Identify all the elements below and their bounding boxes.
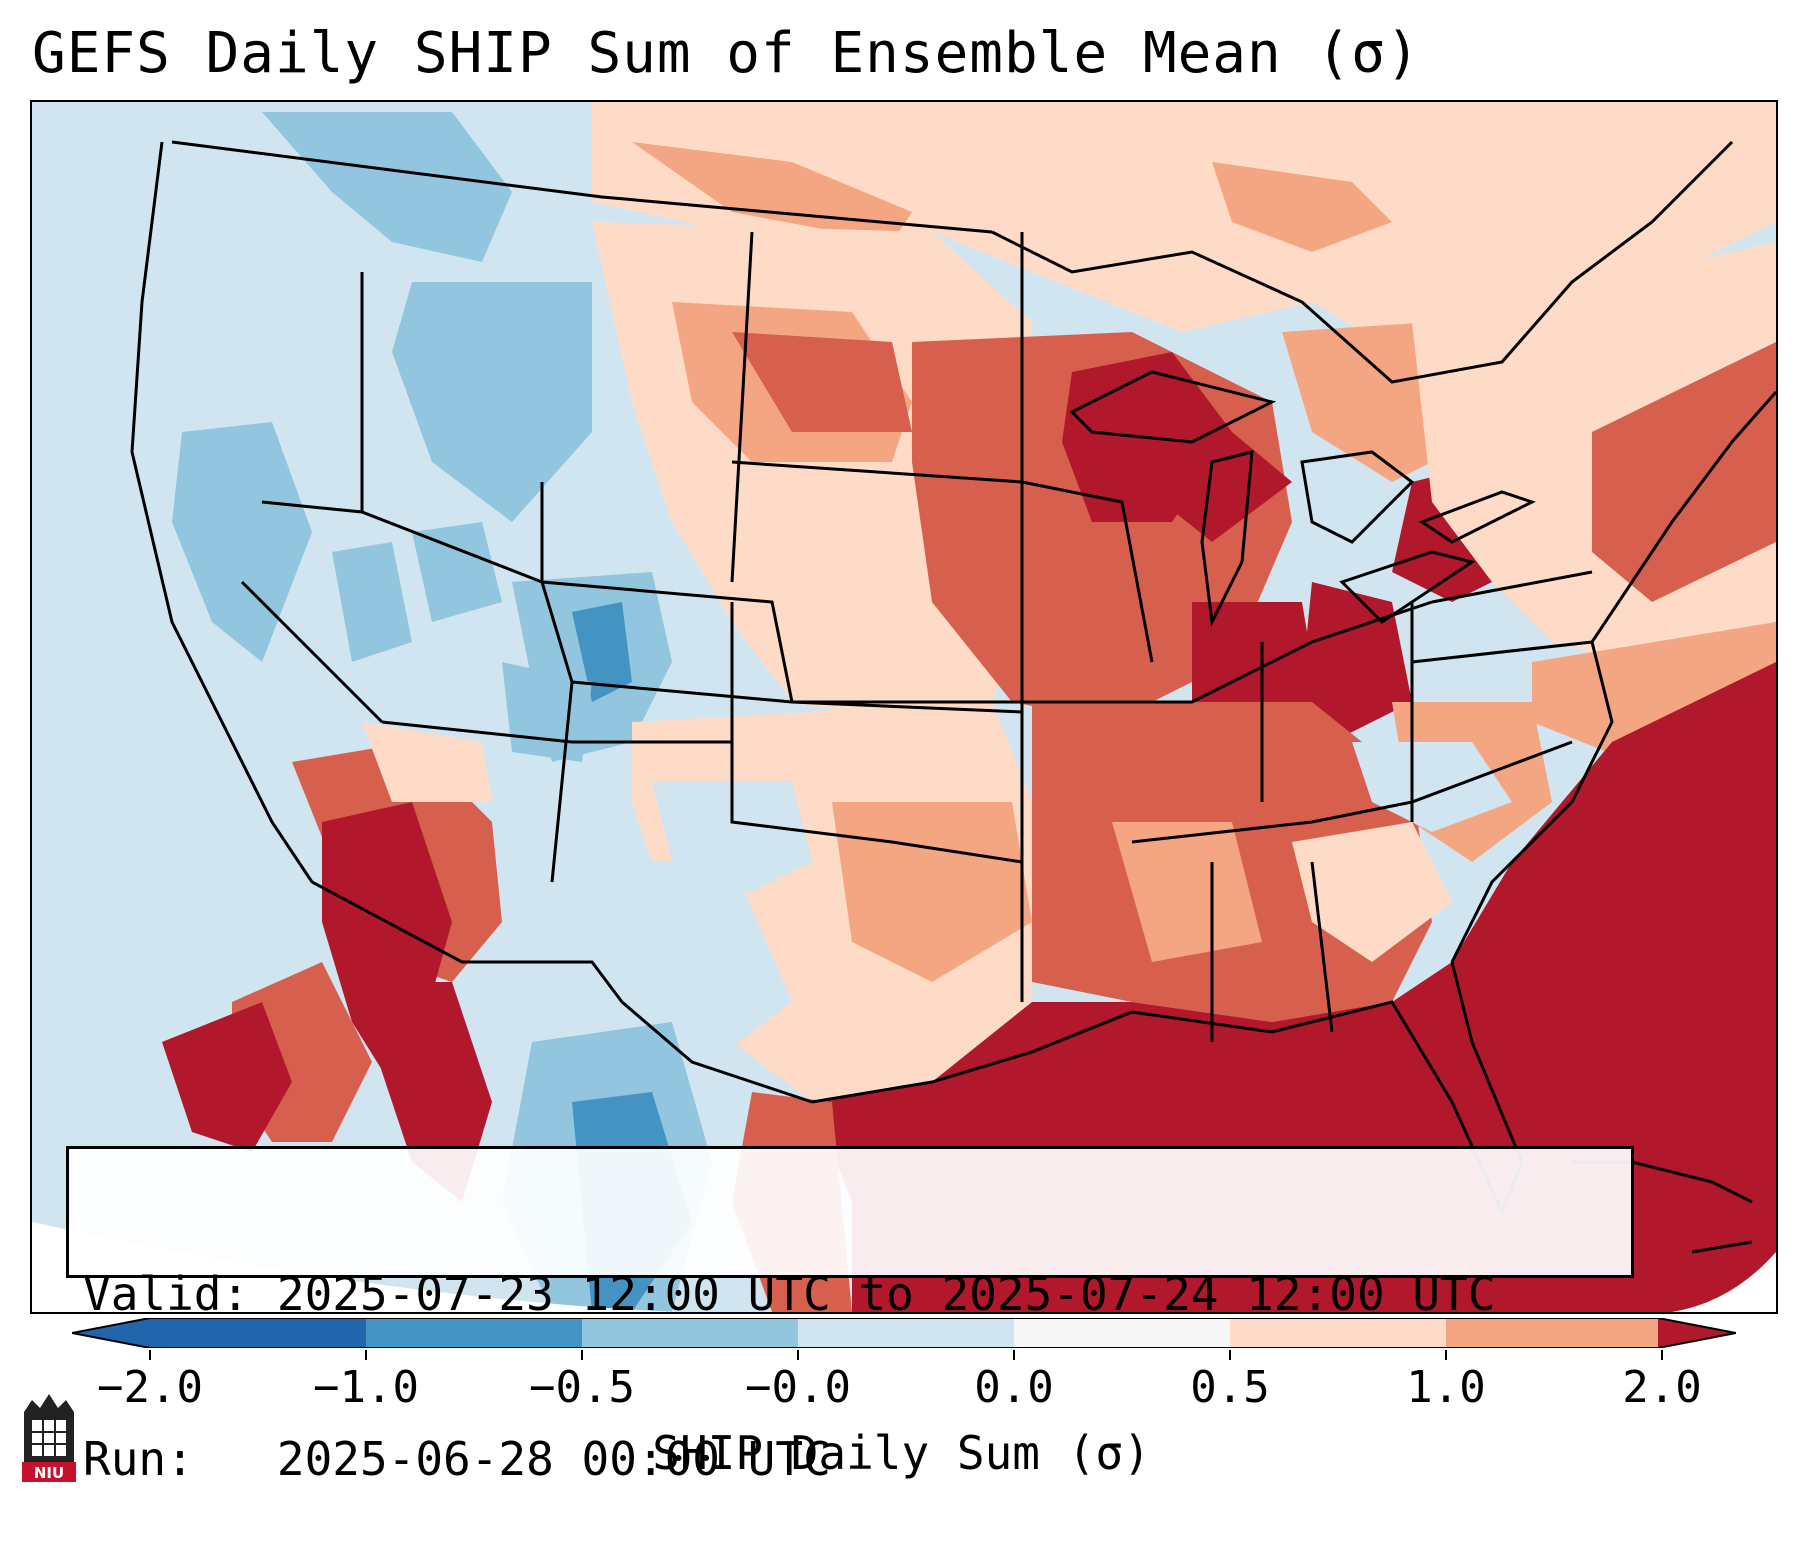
ship-map (30, 100, 1778, 1314)
tick-mark (1229, 1350, 1231, 1360)
colorbar-bin-6 (1230, 1318, 1446, 1348)
colorbar-bin-2 (366, 1318, 582, 1348)
niu-logo-icon: NIU (22, 1394, 76, 1482)
tick-mark (149, 1350, 151, 1360)
map-field (32, 102, 1776, 1312)
tick-mark (797, 1350, 799, 1360)
colorbar-label: SHIP Daily Sum (σ) (652, 1426, 1151, 1480)
colorbar-extend-low (72, 1318, 150, 1348)
run-value: 2025-06-28 00:00 UTC (276, 1432, 831, 1486)
valid-label: Valid: (83, 1267, 250, 1321)
tick-mark (365, 1350, 367, 1360)
run-row: Run: 2025-06-28 00:00 UTC (83, 1432, 1617, 1487)
valid-value: 2025-07-23 12:00 UTC to 2025-07-24 12:00… (276, 1267, 1496, 1321)
tick-label: −0.5 (529, 1362, 635, 1413)
colorbar-ticks: −2.0 −1.0 −0.5 −0.0 0.0 0.5 1.0 2.0 (0, 1350, 1803, 1430)
tick-mark (1661, 1350, 1663, 1360)
tick-label: −1.0 (313, 1362, 419, 1413)
tick-label: 2.0 (1622, 1362, 1702, 1413)
tick-mark (581, 1350, 583, 1360)
colorbar-bin-1 (150, 1318, 366, 1348)
colorbar-extend-high (1658, 1318, 1736, 1348)
tick-mark (1445, 1350, 1447, 1360)
logo-text: NIU (34, 1464, 64, 1482)
tick-label: 0.5 (1190, 1362, 1270, 1413)
colorbar-bin-5 (1014, 1318, 1230, 1348)
tick-label: −0.0 (745, 1362, 851, 1413)
tick-label: 0.0 (974, 1362, 1054, 1413)
tick-label: −2.0 (97, 1362, 203, 1413)
colorbar (72, 1318, 1736, 1348)
colorbar-bin-3 (582, 1318, 798, 1348)
validity-info-box: Valid: 2025-07-23 12:00 UTC to 2025-07-2… (66, 1146, 1634, 1486)
map-title: GEFS Daily SHIP Sum of Ensemble Mean (σ) (32, 21, 1421, 86)
colorbar-bin-7 (1446, 1318, 1662, 1348)
tick-mark (1013, 1350, 1015, 1360)
tick-label: 1.0 (1406, 1362, 1486, 1413)
colorbar-bin-4 (798, 1318, 1014, 1348)
valid-row: Valid: 2025-07-23 12:00 UTC to 2025-07-2… (83, 1267, 1617, 1322)
run-label: Run: (83, 1432, 194, 1486)
